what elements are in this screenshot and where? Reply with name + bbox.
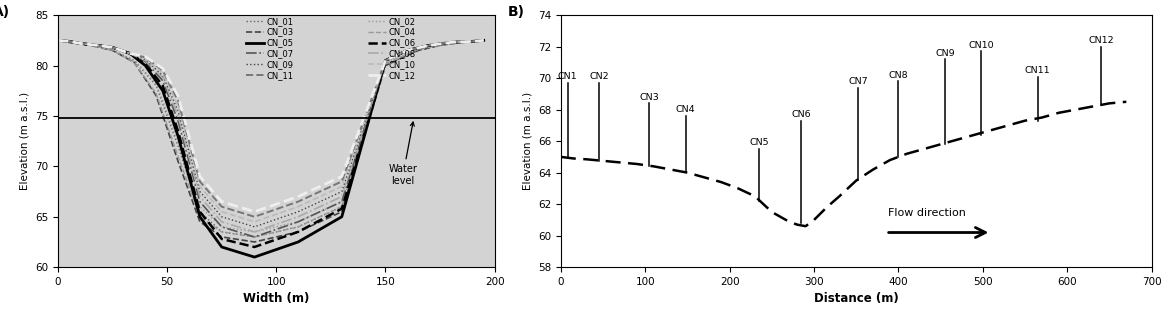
Text: A): A) [0, 5, 9, 19]
Text: CN4: CN4 [676, 105, 696, 114]
Text: CN6: CN6 [791, 110, 811, 119]
Legend: CN_02, CN_04, CN_06, CN_08, CN_10, CN_12: CN_02, CN_04, CN_06, CN_08, CN_10, CN_12 [368, 17, 415, 80]
Text: CN11: CN11 [1025, 66, 1050, 75]
Text: CN5: CN5 [749, 138, 769, 147]
Text: CN2: CN2 [589, 72, 609, 81]
X-axis label: Distance (m): Distance (m) [813, 292, 899, 305]
Text: CN7: CN7 [848, 77, 868, 86]
Text: CN8: CN8 [888, 71, 908, 80]
Text: Water
level: Water level [389, 122, 418, 186]
Text: CN3: CN3 [640, 93, 659, 102]
Text: CN9: CN9 [935, 49, 955, 58]
Y-axis label: Elevation (m a.s.l.): Elevation (m a.s.l.) [523, 92, 532, 190]
Text: Flow direction: Flow direction [888, 208, 966, 218]
X-axis label: Width (m): Width (m) [243, 292, 309, 305]
Y-axis label: Elevation (m a.s.l.): Elevation (m a.s.l.) [20, 92, 29, 190]
Text: CN10: CN10 [969, 41, 994, 50]
Text: B): B) [508, 5, 525, 19]
Text: CN1: CN1 [558, 72, 578, 81]
Text: CN12: CN12 [1088, 36, 1113, 45]
